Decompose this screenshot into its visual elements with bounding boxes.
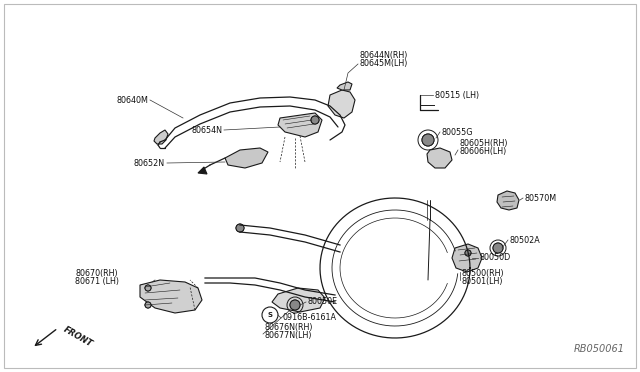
Text: 80055G: 80055G [442,128,474,137]
Polygon shape [328,90,355,118]
Circle shape [311,116,319,124]
Text: 80502A: 80502A [510,235,541,244]
Circle shape [422,134,434,146]
Circle shape [311,116,319,124]
Polygon shape [140,280,202,313]
Text: 80050D: 80050D [480,253,511,263]
Text: 80652N: 80652N [134,158,165,167]
Circle shape [145,302,151,308]
Text: 80640M: 80640M [116,96,148,105]
Polygon shape [154,130,168,144]
Text: 80654N: 80654N [191,125,222,135]
Circle shape [145,285,151,291]
Text: 80671 (LH): 80671 (LH) [75,277,119,286]
Circle shape [236,224,244,232]
Circle shape [465,250,471,256]
Text: 80644N(RH): 80644N(RH) [360,51,408,60]
Circle shape [145,285,151,291]
Circle shape [290,300,300,310]
Text: 80677N(LH): 80677N(LH) [265,331,312,340]
Circle shape [422,134,434,146]
Text: 80676N(RH): 80676N(RH) [265,323,314,332]
Polygon shape [278,113,322,137]
Text: 80500(RH): 80500(RH) [462,269,504,278]
Text: 80501(LH): 80501(LH) [462,277,504,286]
Text: 80515 (LH): 80515 (LH) [435,90,479,99]
Text: 80605H(RH): 80605H(RH) [460,139,509,148]
Circle shape [236,224,244,232]
Text: FRONT: FRONT [62,325,94,349]
Text: 0916B-6161A: 0916B-6161A [283,314,337,323]
Text: RB050061: RB050061 [574,344,625,354]
Circle shape [290,300,300,310]
Polygon shape [198,167,207,174]
Circle shape [465,250,471,256]
Circle shape [145,302,151,308]
Polygon shape [452,244,482,272]
Circle shape [493,243,503,253]
Circle shape [493,243,503,253]
Polygon shape [427,148,452,168]
Text: 80050E: 80050E [308,298,338,307]
Text: S: S [268,312,273,318]
Text: 80606H(LH): 80606H(LH) [460,147,508,156]
Polygon shape [337,82,352,90]
Text: 80645M(LH): 80645M(LH) [360,59,408,68]
Polygon shape [272,288,325,312]
Text: 80570M: 80570M [525,193,557,202]
Polygon shape [497,191,519,210]
Polygon shape [225,148,268,168]
Text: 80670(RH): 80670(RH) [75,269,118,278]
